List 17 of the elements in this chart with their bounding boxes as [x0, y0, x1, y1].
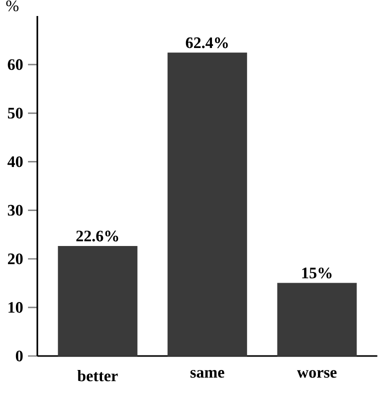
bar — [277, 282, 357, 356]
data-label: 15% — [302, 268, 332, 278]
y-tick-label: 50 — [8, 108, 23, 119]
x-tick-label: worse — [297, 370, 337, 378]
bar — [168, 52, 248, 356]
y-tick-label: 0 — [16, 350, 23, 362]
y-axis-title: % — [6, 0, 18, 12]
y-tick-label: 40 — [7, 156, 23, 168]
y-tick-label: 20 — [8, 253, 23, 264]
y-tick-label: 60 — [8, 59, 23, 70]
data-label: 62.4% — [186, 37, 228, 48]
data-label: 22.6% — [76, 230, 118, 242]
x-tick-label: better — [77, 370, 118, 382]
bar — [58, 246, 138, 356]
y-tick-label: 30 — [8, 204, 23, 216]
x-tick-label: same — [190, 370, 224, 378]
y-tick-label: 10 — [8, 302, 23, 313]
